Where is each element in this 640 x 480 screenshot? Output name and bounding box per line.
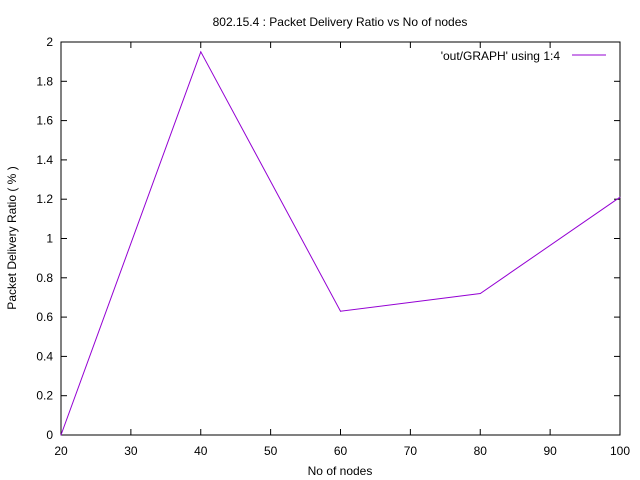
- x-tick-label: 70: [404, 444, 418, 458]
- y-tick-label: 1.6: [36, 114, 53, 128]
- data-point: [200, 51, 202, 53]
- x-axis-label: No of nodes: [308, 464, 373, 478]
- y-tick-label: 0.8: [36, 271, 53, 285]
- data-point: [619, 196, 621, 198]
- series-line: [60, 50, 621, 436]
- x-tick-label: 20: [54, 444, 68, 458]
- y-tick-label: 1: [46, 232, 53, 246]
- series-layer: [60, 50, 621, 436]
- x-tick-label: 60: [334, 444, 348, 458]
- y-axis: 0 0.2 0.4 0.6 0.8 1 1.2 1.4 1.6 1.8 2: [36, 35, 620, 442]
- y-axis-label: Packet Delivery Ratio ( % ): [5, 166, 19, 309]
- y-tick-label: 1.4: [36, 153, 53, 167]
- data-point: [60, 434, 62, 436]
- y-tick-label: 0.4: [36, 349, 53, 363]
- x-tick-label: 80: [474, 444, 488, 458]
- y-tick-label: 2: [46, 35, 53, 49]
- y-tick-label: 0.6: [36, 310, 53, 324]
- data-point: [340, 310, 341, 312]
- y-tick-label: 0: [46, 428, 53, 442]
- chart-title: 802.15.4 : Packet Delivery Ratio vs No o…: [213, 15, 468, 29]
- y-tick-label: 1.8: [36, 74, 53, 88]
- legend-label: 'out/GRAPH' using 1:4: [441, 49, 561, 63]
- x-tick-label: 40: [194, 444, 208, 458]
- x-tick-label: 50: [264, 444, 278, 458]
- x-tick-label: 90: [543, 444, 557, 458]
- x-tick-label: 100: [610, 444, 630, 458]
- x-tick-label: 30: [124, 444, 138, 458]
- plot-frame: [60, 41, 621, 436]
- data-point: [479, 293, 481, 295]
- y-tick-label: 0.2: [36, 389, 53, 403]
- x-axis: 20 30 40 50 60 70 80 90 100: [54, 42, 630, 458]
- y-tick-label: 1.2: [36, 192, 53, 206]
- legend: 'out/GRAPH' using 1:4: [441, 49, 606, 63]
